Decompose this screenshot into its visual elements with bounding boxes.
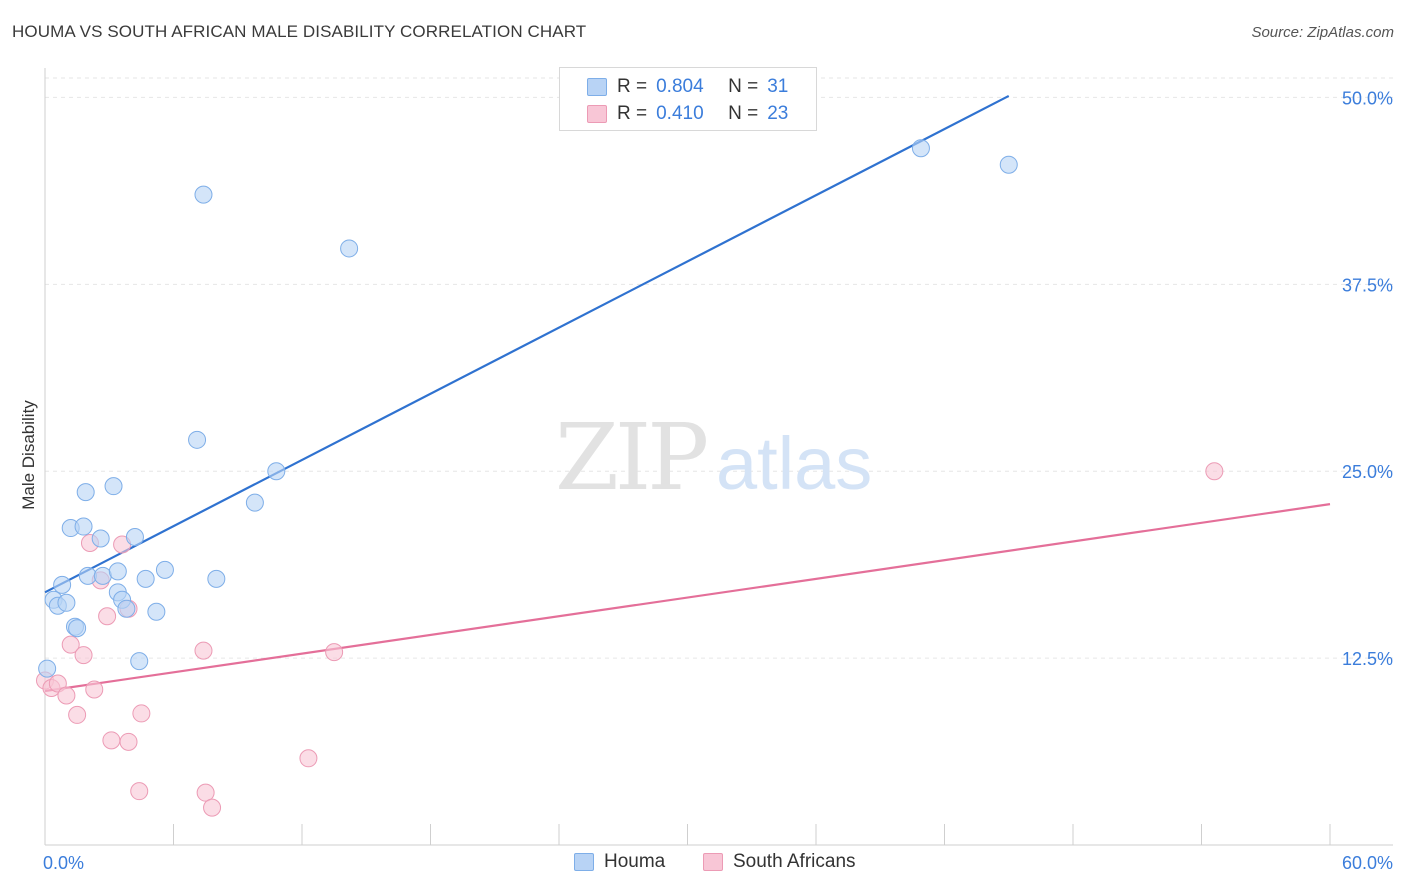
houma-point [108, 562, 127, 581]
south-africans-point [1205, 462, 1224, 481]
legend-n-label: N = [728, 103, 759, 124]
houma-point [999, 155, 1018, 174]
axis-layer: 0.0% 60.0% [43, 68, 1393, 873]
point-layer [36, 139, 1224, 817]
houma-point [136, 569, 155, 588]
houma-point [147, 602, 166, 621]
south-africans-point [61, 635, 80, 654]
south-africans-point [194, 641, 213, 660]
y-tick-label: 50.0% [1342, 88, 1393, 108]
houma-point [194, 185, 213, 204]
south-africans-point [102, 731, 121, 750]
houma-point [53, 575, 72, 594]
houma-point [78, 566, 97, 585]
south-africans-point [85, 680, 104, 699]
south-africans-point [196, 783, 215, 802]
houma-r-value: 0.804 [656, 76, 704, 97]
south-africans-point [299, 749, 318, 768]
y-tick-label: 25.0% [1342, 462, 1393, 482]
houma-point [130, 652, 149, 671]
houma-trend-line [44, 94, 1010, 594]
y-tick-label: 12.5% [1342, 649, 1393, 669]
x-tick-label-min: 0.0% [43, 853, 84, 873]
legend-row-houma: R = 0.804 N = 31 [560, 73, 788, 101]
south-africans-trend-line [44, 503, 1331, 693]
south-africans-point [68, 705, 87, 724]
chart-title: HOUMA VS SOUTH AFRICAN MALE DISABILITY C… [12, 22, 587, 41]
houma-point [911, 139, 930, 158]
south-africans-point [119, 732, 138, 751]
houma-point [104, 477, 123, 496]
houma-point [68, 619, 87, 638]
houma-point [74, 517, 93, 536]
bottom-legend-south-africans-label: South Africans [733, 851, 856, 872]
south-africans-point [130, 782, 149, 801]
houma-point [188, 430, 207, 449]
houma-swatch [574, 853, 594, 871]
south-africans-point [325, 643, 344, 662]
watermark: ZIP atlas [555, 404, 872, 511]
houma-point [245, 493, 264, 512]
legend-row-south-africans: R = 0.410 N = 23 [560, 100, 788, 128]
houma-swatch [587, 78, 607, 96]
trend-layer [44, 94, 1331, 693]
grid-layer: 12.5% 25.0% 37.5% 50.0% [45, 77, 1393, 669]
y-tick-label: 37.5% [1342, 275, 1393, 295]
legend-r-label: R = [617, 103, 648, 124]
y-axis-label: Male Disability [19, 400, 38, 510]
south-africans-swatch [703, 853, 723, 871]
houma-point [57, 593, 76, 612]
bottom-legend-houma-label: Houma [604, 851, 666, 872]
legend-r-label: R = [617, 76, 648, 97]
houma-point [267, 462, 286, 481]
houma-point [125, 528, 144, 547]
houma-point [207, 569, 226, 588]
legend: R = 0.804 N = 31 R = 0.410 N = 23 [559, 67, 817, 131]
houma-point [117, 599, 136, 618]
south-africans-point [98, 607, 117, 626]
houma-point [38, 659, 57, 678]
x-tick-label-max: 60.0% [1342, 853, 1393, 873]
source-label: Source: ZipAtlas.com [1251, 24, 1394, 41]
houma-point [93, 566, 112, 585]
watermark-atlas: atlas [716, 422, 872, 505]
watermark-zip: ZIP [555, 404, 706, 511]
south-africans-point [203, 798, 222, 817]
south-africans-n-value: 23 [767, 103, 789, 124]
legend-n-label: N = [728, 76, 759, 97]
houma-point [155, 560, 174, 579]
south-africans-point [74, 646, 93, 665]
houma-point [340, 239, 359, 258]
bottom-legend-south-africans: South Africans [703, 851, 856, 873]
houma-n-value: 31 [767, 76, 789, 97]
south-africans-r-value: 0.410 [656, 103, 704, 124]
south-africans-swatch [587, 105, 607, 123]
houma-point [91, 529, 110, 548]
south-africans-point [132, 704, 151, 723]
bottom-legend-houma: Houma [574, 851, 665, 873]
south-africans-point [57, 686, 76, 705]
houma-point [76, 483, 95, 502]
